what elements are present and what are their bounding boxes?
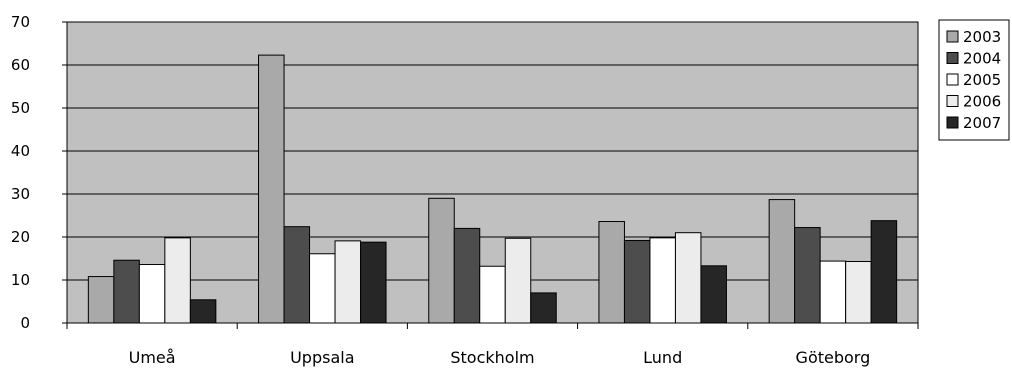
bar-2005-0 — [138, 264, 166, 324]
bars — [87, 54, 898, 324]
y-tick-label: 30 — [11, 185, 30, 203]
category-label: Uppsala — [290, 348, 354, 367]
y-tick-label: 0 — [20, 314, 30, 332]
bar-2003-4 — [768, 199, 796, 324]
legend-swatch — [946, 30, 959, 43]
y-tick-label: 20 — [11, 228, 30, 246]
bar-2004-4 — [794, 227, 821, 324]
legend-label: 2003 — [963, 28, 1001, 46]
y-tick-label: 50 — [11, 99, 30, 117]
y-tick-label: 70 — [11, 13, 30, 31]
category-label: Stockholm — [450, 348, 534, 367]
bar-2006-0 — [164, 237, 191, 324]
bar-2004-2 — [453, 227, 481, 324]
category-label: Göteborg — [796, 348, 871, 367]
bar-2006-4 — [845, 261, 872, 324]
bar-2004-0 — [113, 259, 140, 324]
bar-2007-1 — [360, 241, 387, 324]
legend-label: 2004 — [963, 50, 1001, 68]
bar-2004-3 — [623, 239, 651, 324]
y-tick-label: 40 — [11, 142, 30, 160]
bar-2006-1 — [334, 240, 362, 324]
bar-2006-3 — [674, 232, 702, 324]
legend-swatch — [946, 52, 959, 64]
category-label: Umeå — [129, 348, 176, 367]
bar-2005-3 — [649, 237, 676, 324]
y-tick-label: 60 — [11, 56, 30, 74]
y-tick-label: 10 — [11, 271, 30, 289]
legend-label: 2006 — [963, 93, 1001, 111]
bar-2007-0 — [189, 299, 217, 324]
category-label: Lund — [643, 348, 682, 367]
legend-swatch — [946, 116, 959, 129]
bar-2007-2 — [530, 292, 557, 324]
bar-2003-2 — [428, 197, 455, 324]
legend-label: 2005 — [963, 71, 1001, 89]
bar-2003-0 — [87, 276, 115, 324]
bar-2005-2 — [479, 265, 506, 324]
x-axis-category-labels: Umeå Uppsala Stockholm Lund Göteborg — [129, 348, 871, 367]
y-axis-tick-labels: 0 10 20 30 40 50 60 70 — [11, 13, 67, 332]
legend: 2003 2004 2005 2006 2007 — [938, 19, 1010, 141]
bar-2005-1 — [309, 253, 336, 324]
bar-2003-3 — [598, 221, 625, 324]
legend-swatch — [946, 73, 959, 86]
bar-2007-3 — [700, 265, 727, 324]
bar-2006-2 — [504, 237, 532, 324]
bar-2004-1 — [283, 226, 311, 324]
legend-swatch — [946, 95, 959, 107]
bar-2003-1 — [258, 54, 285, 324]
legend-label: 2007 — [963, 114, 1001, 132]
bar-2007-4 — [870, 220, 898, 324]
bar-2005-4 — [819, 260, 847, 324]
axes — [66, 22, 919, 329]
